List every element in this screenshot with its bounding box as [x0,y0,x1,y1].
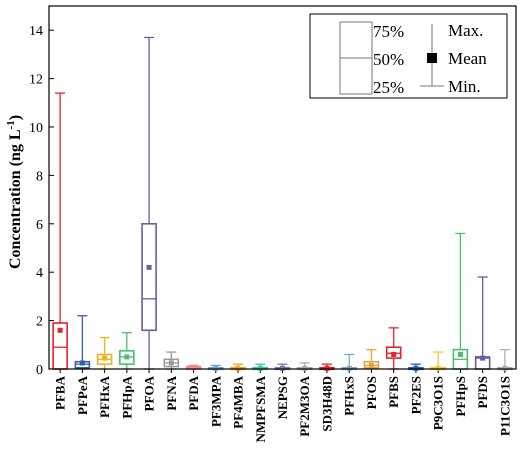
mean-PFHxS [346,365,352,371]
mean-PF2M3OA [302,365,308,371]
legend-label-max: Max. [448,21,483,40]
mean-PFDA [191,365,197,371]
mean-PFOA [146,264,152,270]
y-axis-title-close: ) [7,115,24,120]
x-tick-label: PFHpA [119,375,134,418]
x-tick-label: SD3H48D [319,376,334,432]
mean-PFNA [168,360,174,366]
mean-PFBS [391,351,397,357]
y-tick-label: 2 [36,315,43,330]
mean-P11C3O1S [502,365,508,371]
mean-PFHpS [457,351,463,357]
x-tick-label: PFDS [475,376,490,409]
y-tick-label: 10 [29,121,43,136]
y-tick-label: 6 [36,218,43,233]
box-PFOA [141,223,157,332]
x-tick-label: P9C3O1S [431,376,446,430]
mean-PFHpA [124,354,130,360]
y-axis-title: Concentration (ng L-1) [5,115,24,269]
x-tick-label: PFOS [364,376,379,409]
legend-label-25: 25% [373,78,404,97]
x-tick-label: NEPSG [275,376,290,419]
mean-PF3MPA [213,365,219,371]
mean-NMPFSMA [257,365,263,371]
mean-PFPeA [79,360,85,366]
x-tick-label: PFNA [164,375,179,410]
y-axis-title-superscript: -1 [5,120,17,129]
x-tick-label: PF4MBA [231,375,246,428]
x-tick-label: PF3MPA [208,375,223,427]
x-tick-label: PFHxS [342,376,357,416]
plot-frame [48,5,517,370]
y-axis-title-text: Concentration (ng L [7,129,24,269]
x-tick-label: PFBS [386,376,401,408]
x-tick-label: PFBA [53,375,68,410]
legend: 75% 50% 25% Max. Mean Min. [309,13,508,99]
mean-PFOS [368,362,374,368]
y-tick-label: 4 [36,266,43,281]
x-tick-label: PFHxA [97,375,112,417]
y-tick-label: 8 [36,169,43,184]
legend-label-50: 50% [373,50,404,69]
y-tick-label: 12 [29,73,43,88]
x-tick-label: P11C3O1S [497,376,512,436]
legend-label-min: Min. [448,77,481,96]
mean-PFDS [480,355,486,361]
legend-mean-symbol [427,53,437,63]
mean-PF2ES [413,365,419,371]
mean-P9C3O1S [435,365,441,371]
x-tick-label: PF2M3OA [297,375,312,436]
x-tick-label: NMPFSMA [253,375,268,442]
legend-label-mean: Mean [448,49,487,68]
x-tick-label: PF2ES [408,376,423,414]
x-tick-label: PFOA [142,375,157,411]
mean-PFHxA [102,355,108,361]
x-tick-label: PFPeA [75,375,90,415]
legend-frame [309,13,508,99]
mean-SD3H48D [324,365,330,371]
y-tick-label: 14 [29,24,43,39]
x-tick-label: PFDA [186,375,201,410]
mean-PF4MBA [235,365,241,371]
legend-label-75: 75% [373,22,404,41]
x-tick-label: PFHpS [453,376,468,416]
y-tick-label: 0 [36,363,43,378]
mean-NEPSG [280,365,285,371]
mean-PFBA [57,327,63,333]
